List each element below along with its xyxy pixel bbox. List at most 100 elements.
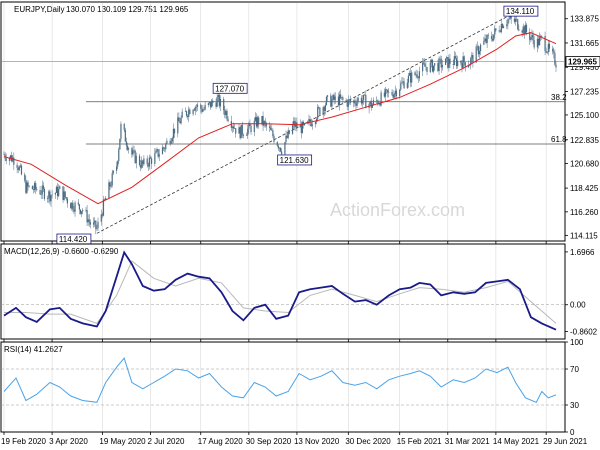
candle-body <box>156 149 158 151</box>
candle-body <box>278 147 281 149</box>
candle-body <box>219 98 222 107</box>
candle-body <box>457 60 459 67</box>
candle-body <box>196 104 199 107</box>
rsi-panel-frame <box>0 341 566 433</box>
candle-body <box>166 140 168 144</box>
candle-body <box>125 141 128 146</box>
price-callout-label: 134.110 <box>506 7 535 16</box>
candle-body <box>414 72 416 75</box>
candle-body <box>19 165 21 167</box>
candle-body <box>5 158 7 161</box>
candle-body <box>478 51 481 55</box>
candle-body <box>506 24 508 27</box>
candle-body <box>524 24 526 35</box>
candle-body <box>93 222 95 225</box>
candle-body <box>86 209 88 223</box>
x-tick-label: 30 Sep 2020 <box>246 437 292 446</box>
candle-body <box>271 130 273 131</box>
candle-body <box>40 194 42 195</box>
candle-body <box>87 219 89 223</box>
candle-body <box>383 92 385 97</box>
rsi-panel: RSI(14) 41.2627 100 70 30 0 <box>0 338 584 437</box>
candle-body <box>348 99 351 101</box>
candle-body <box>492 38 494 41</box>
candle-body <box>449 58 451 65</box>
y-tick-label: 127.235 <box>570 88 599 97</box>
candle-body <box>486 35 488 43</box>
x-tick-label: 31 Mar 2021 <box>445 437 490 446</box>
candle-body <box>541 36 543 37</box>
candle-body <box>303 123 306 125</box>
candle-body <box>109 182 111 187</box>
candle-body <box>439 58 441 60</box>
candle-body <box>522 26 524 33</box>
candle-body <box>334 96 336 101</box>
candle-body <box>555 64 557 68</box>
candle-body <box>531 34 533 38</box>
candle-body <box>120 123 122 139</box>
candle-body <box>250 126 252 133</box>
candle-body <box>78 204 81 210</box>
candle-body <box>392 94 394 98</box>
candle-body <box>391 91 393 95</box>
candle-body <box>256 117 259 127</box>
macd-line <box>3 250 557 331</box>
candle-body <box>62 186 64 201</box>
candle-body <box>276 142 278 146</box>
candle-body <box>401 82 403 84</box>
candle-body <box>417 77 419 79</box>
moving-average-line <box>3 32 557 205</box>
candle-body <box>372 100 375 105</box>
candle-body <box>547 43 549 53</box>
candle-body <box>165 143 167 150</box>
candle-body <box>322 107 324 115</box>
candle-body <box>370 101 372 108</box>
candle-body <box>319 107 321 115</box>
candle-body <box>402 81 404 83</box>
candle-body <box>432 65 435 72</box>
candle-body <box>36 189 38 191</box>
candle-body <box>226 111 228 120</box>
candle-body <box>284 142 286 155</box>
candle-body <box>158 154 160 157</box>
price-callout-label: 121.630 <box>280 156 309 165</box>
candle-body <box>354 100 356 104</box>
candle-body <box>434 63 436 66</box>
candle-body <box>8 158 11 161</box>
candle-body <box>242 134 244 136</box>
candle-body <box>254 117 257 121</box>
candle-body <box>119 138 121 150</box>
candle-body <box>103 199 106 201</box>
candle-body <box>502 26 505 28</box>
candle-body <box>461 63 463 68</box>
candle-body <box>400 83 402 90</box>
candle-body <box>232 126 235 129</box>
y-tick-label: 122.835 <box>570 136 599 145</box>
candle-body <box>460 60 462 64</box>
candle-body <box>265 123 267 127</box>
candle-body <box>288 130 290 134</box>
candle-body <box>269 126 271 128</box>
candle-body <box>56 186 59 197</box>
price-callout-label: 127.070 <box>215 84 244 93</box>
candle-body <box>371 104 373 108</box>
candle-body <box>487 35 489 37</box>
candle-body <box>201 108 203 112</box>
candle-body <box>484 38 486 41</box>
candle-body <box>361 100 364 104</box>
candle-body <box>314 121 317 125</box>
candle-body <box>326 95 329 97</box>
candle-body <box>490 36 493 39</box>
candle-body <box>365 94 367 109</box>
candle-body <box>377 100 379 105</box>
x-tick-label: 19 May 2020 <box>99 437 146 446</box>
candle-body <box>32 189 35 190</box>
candle-body <box>81 211 83 214</box>
candle-body <box>532 34 534 40</box>
candle-body <box>115 166 118 171</box>
candle-body <box>545 51 547 53</box>
candle-body <box>39 190 41 195</box>
candle-body <box>294 120 296 128</box>
candle-body <box>441 64 443 68</box>
